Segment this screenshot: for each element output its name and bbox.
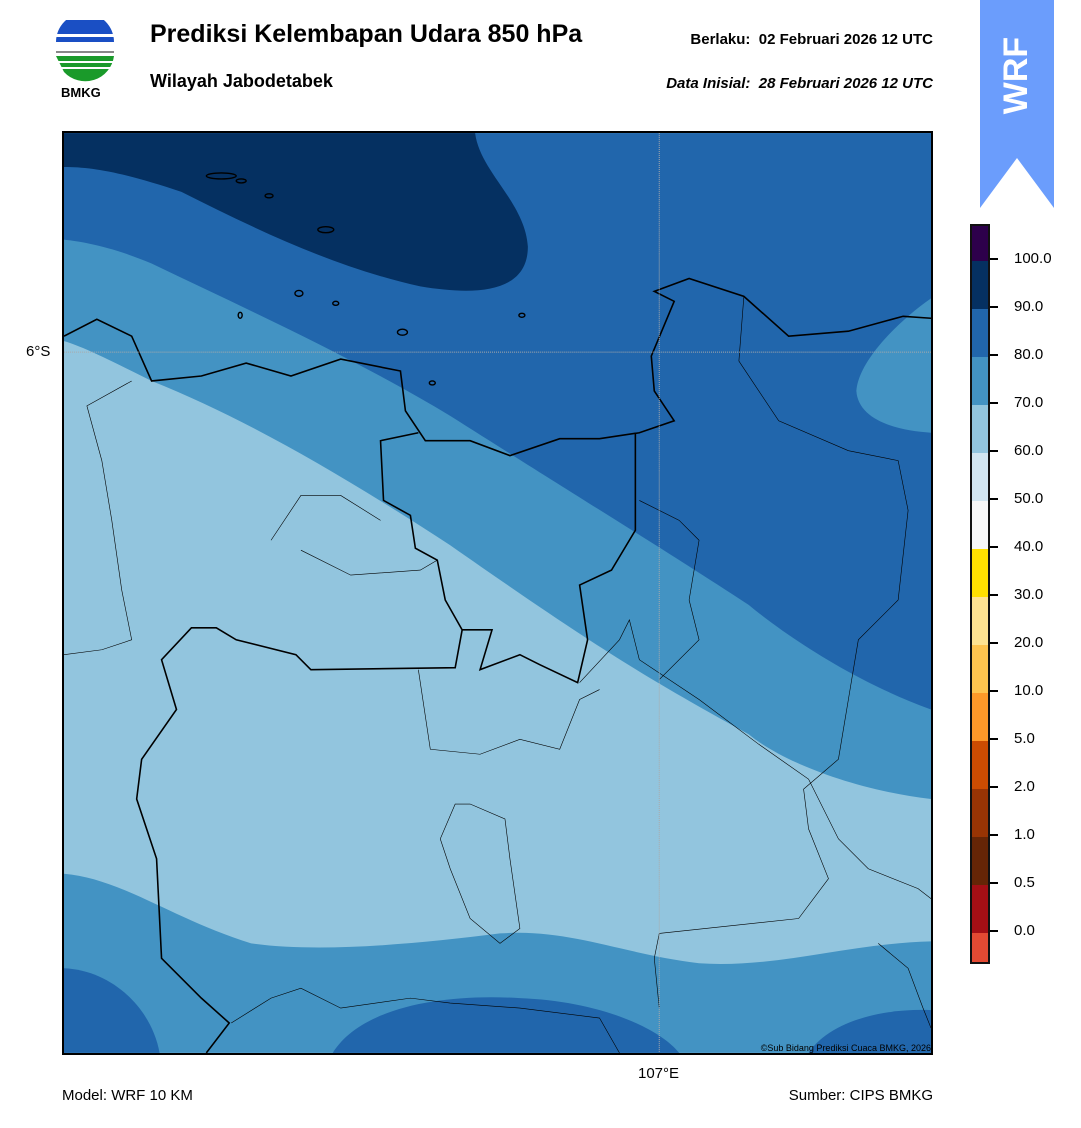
initial-time: Data Inisial: 28 Februari 2026 12 UTC [666,75,933,92]
colorbar-segment [972,261,988,309]
colorbar-segment [972,226,988,261]
band-80-90-s [332,997,680,1053]
band-90-100 [64,133,528,291]
colorbar-segment [972,885,988,933]
colorbar-tick-label: 60.0 [1014,442,1044,459]
band-70-80-east [856,298,931,433]
colorbar-tick-label: 0.0 [1014,922,1035,939]
region-subtitle: Wilayah Jabodetabek [150,71,333,91]
colorbar-tick-label: 0.5 [1014,874,1035,891]
colorbar-tick-label: 70.0 [1014,394,1044,411]
colorbar-tick [990,642,998,644]
colorbar-tick [990,498,998,500]
colorbar-segment [972,741,988,789]
lon-label: 107°E [638,1065,680,1082]
colorbar-tick-label: 50.0 [1014,490,1044,507]
colorbar-tick-label: 20.0 [1014,634,1044,651]
colorbar-tick-label: 5.0 [1014,730,1035,747]
colorbar-tick-label: 40.0 [1014,538,1044,555]
humidity-map[interactable] [62,131,933,1055]
colorbar-tick [990,258,998,260]
copyright: ©Sub Bidang Prediksi Cuaca BMKG, 2026 [760,1043,931,1053]
colorbar-tick-label: 100.0 [1014,250,1052,267]
colorbar-tick [990,738,998,740]
colorbar-tick-label: 30.0 [1014,586,1044,603]
band-80-90-sw [64,968,160,1053]
wrf-banner [980,0,1054,208]
boundaries [64,172,931,1053]
band-80-90 [64,133,931,710]
colorbar-tick-label: 90.0 [1014,298,1044,315]
colorbar-tick [990,450,998,452]
colorbar-segment [972,693,988,741]
colorbar-tick [990,882,998,884]
colorbar-segment [972,933,988,962]
colorbar-tick [990,306,998,308]
colorbar-segment [972,453,988,501]
colorbar-tick [990,594,998,596]
colorbar-tick [990,546,998,548]
band-80-90-se [808,1009,931,1053]
band-70-80-south [64,873,931,1053]
bmkg-logo [56,20,114,82]
colorbar-segment [972,309,988,357]
colorbar-tick-label: 1.0 [1014,826,1035,843]
colorbar-tick [990,354,998,356]
colorbar-tick [990,834,998,836]
colorbar-segment [972,405,988,453]
colorbar-tick [990,402,998,404]
colorbar-tick-label: 80.0 [1014,346,1044,363]
colorbar-tick [990,930,998,932]
colorbar-segment [972,549,988,597]
colorbar-segment [972,837,988,885]
colorbar [970,224,990,964]
banner-text: WRF [997,36,1036,114]
source-label: Sumber: CIPS BMKG [788,1087,933,1104]
colorbar-segment [972,597,988,645]
colorbar-segment [972,789,988,837]
colorbar-segment [972,357,988,405]
valid-time: Berlaku: 02 Februari 2026 12 UTC [690,31,933,48]
colorbar-tick-label: 10.0 [1014,682,1044,699]
page-title: Prediksi Kelembapan Udara 850 hPa [150,20,583,48]
colorbar-tick [990,690,998,692]
colorbar-tick [990,786,998,788]
colorbar-segment [972,645,988,693]
colorbar-segment [972,501,988,549]
colorbar-tick-label: 2.0 [1014,778,1035,795]
lat-label: 6°S [26,343,51,360]
logo-text: BMKG [61,85,101,100]
model-label: Model: WRF 10 KM [62,1087,193,1104]
